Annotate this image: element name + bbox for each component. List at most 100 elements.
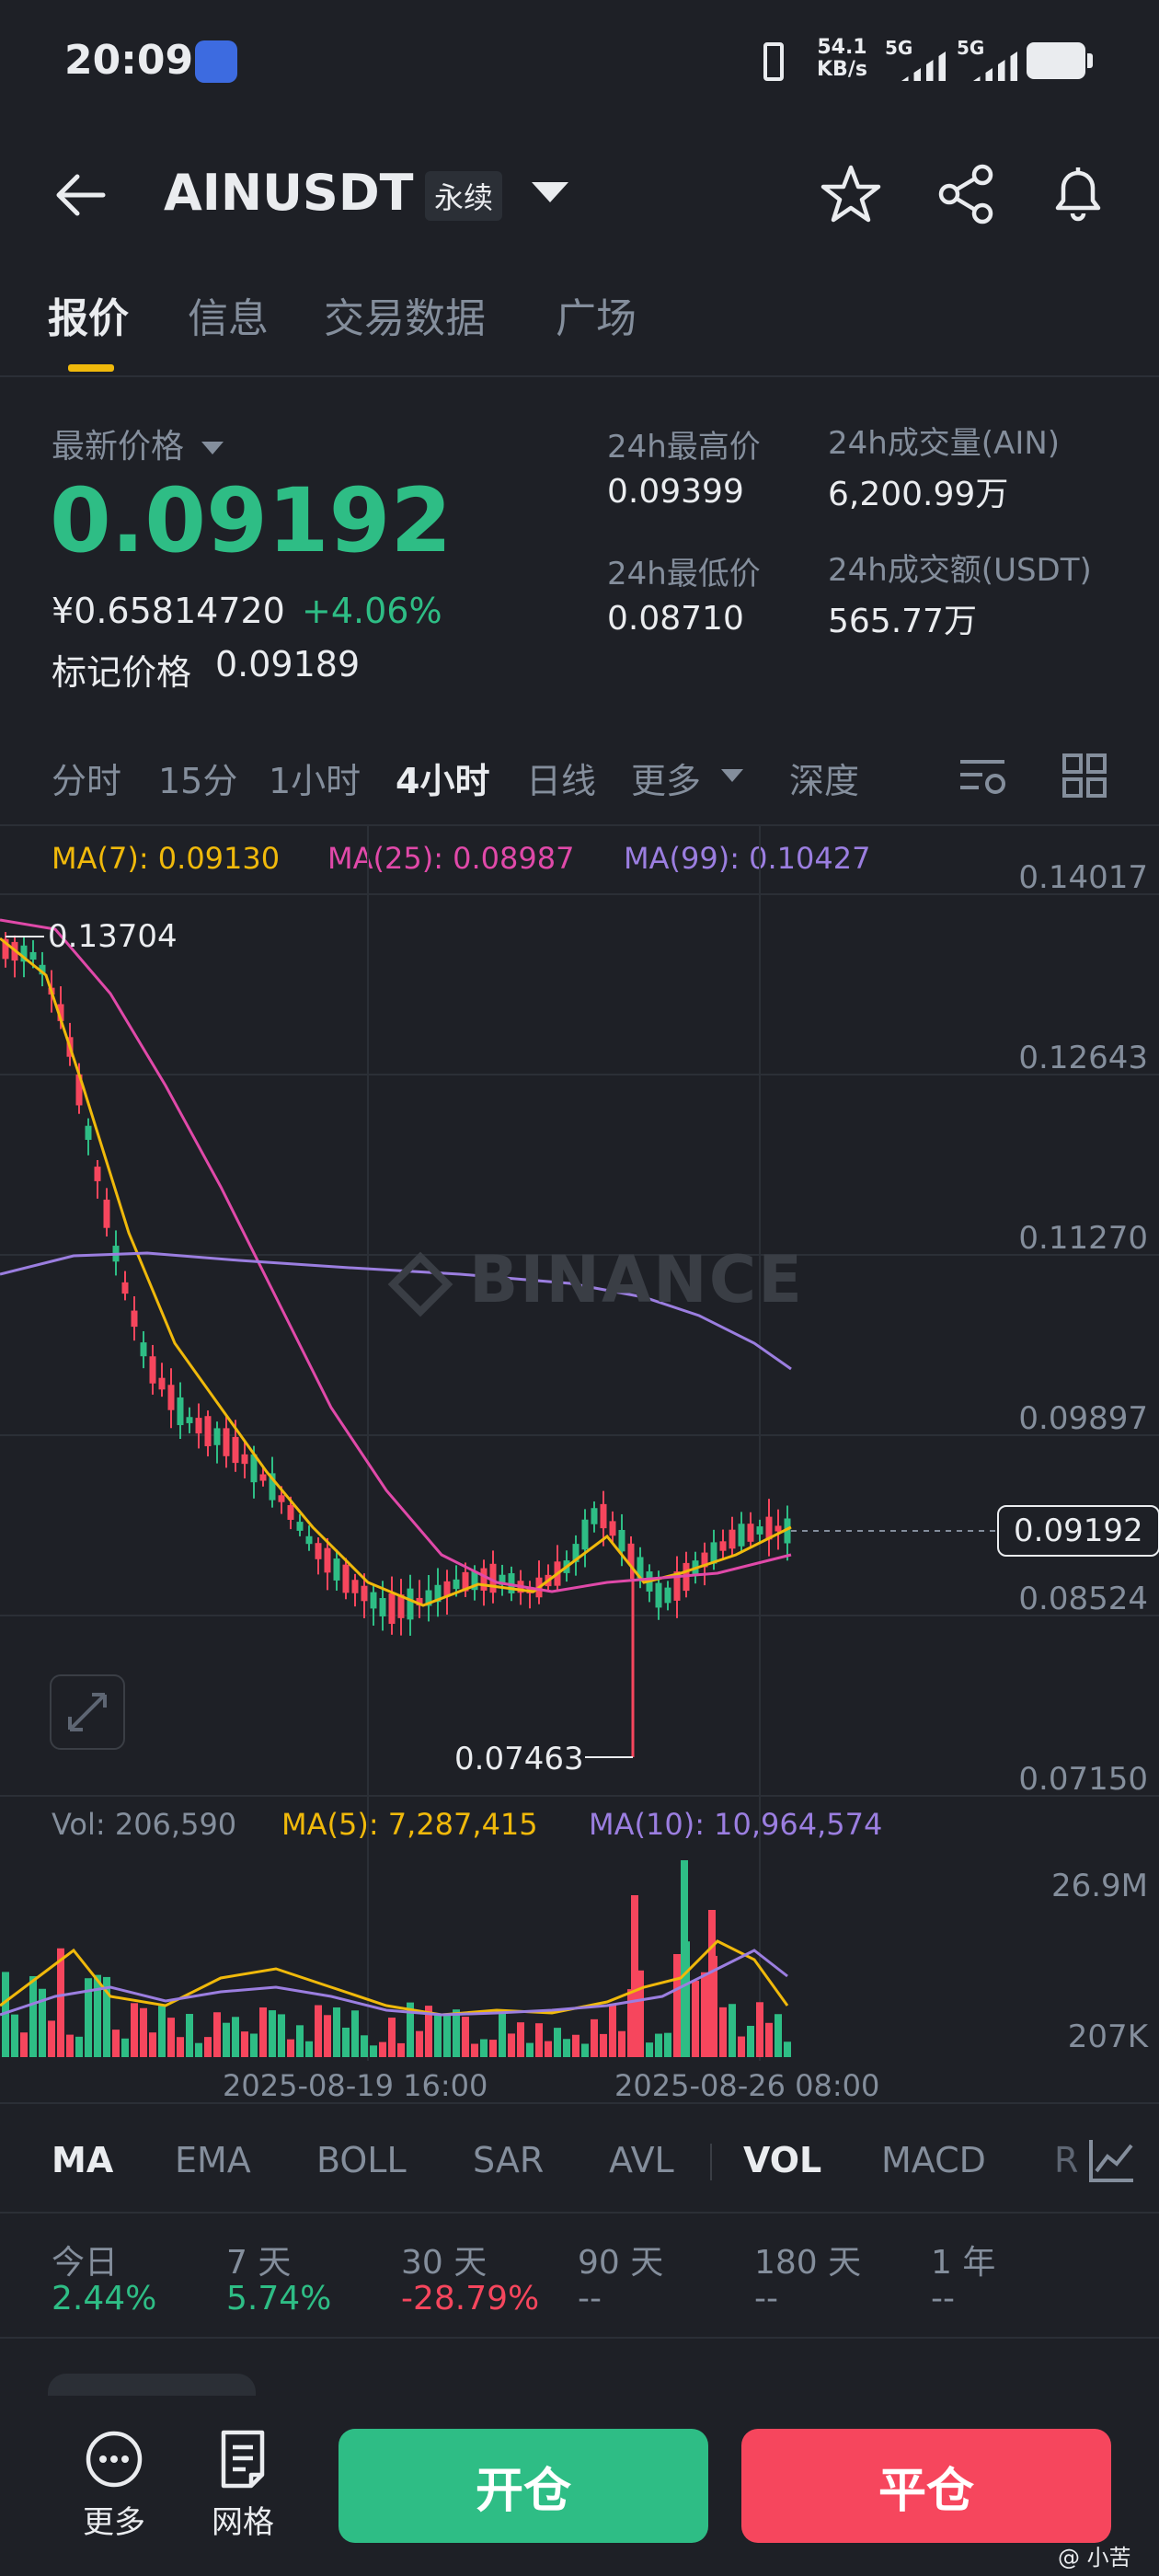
back-button[interactable] <box>52 166 110 224</box>
watermark-text: BINANCE <box>469 1242 804 1317</box>
tab-quote[interactable]: 报价 <box>48 295 129 342</box>
indicator-settings-button[interactable] <box>1084 2133 1139 2188</box>
price-axis-label: 0.12643 <box>1018 1040 1148 1076</box>
return-period-label: 90 天 <box>578 2244 664 2282</box>
return-period-label: 180 天 <box>754 2244 862 2282</box>
candle-body <box>646 1571 653 1592</box>
candle-body <box>756 1526 763 1535</box>
interval-4h[interactable]: 4小时 <box>396 761 490 801</box>
interval-timeline[interactable]: 分时 <box>52 761 122 801</box>
candle-body <box>462 1571 469 1592</box>
expand-icon <box>68 1693 107 1731</box>
volume-bar <box>508 2033 515 2057</box>
tab-square[interactable]: 广场 <box>556 295 637 342</box>
alert-button[interactable] <box>1045 160 1111 226</box>
chart-settings-icon <box>960 760 1005 794</box>
interval-15m[interactable]: 15分 <box>158 761 238 801</box>
candle-body <box>195 1418 202 1434</box>
volume-ma5-line <box>0 1939 789 2017</box>
grid-trading-button[interactable]: 网格 <box>204 2429 281 2542</box>
candle-body <box>94 1167 101 1181</box>
volume-bar <box>29 1975 37 2057</box>
volume-bar <box>112 2030 120 2057</box>
indicator-r[interactable]: R <box>1054 2140 1079 2180</box>
candle-body <box>738 1524 745 1547</box>
more-button[interactable]: 更多 <box>75 2429 153 2542</box>
vibrate-icon <box>763 42 784 81</box>
intervals-divider <box>0 824 1159 826</box>
return-period-label: 今日 <box>52 2244 119 2282</box>
volume-bar <box>655 2033 662 2057</box>
volume-bar <box>213 2012 221 2057</box>
mark-price: 0.09189 <box>215 644 361 684</box>
ma25-legend: MA(25): 0.08987 <box>327 841 575 876</box>
price-axis-label: 0.11270 <box>1018 1220 1148 1257</box>
candle-body <box>379 1598 386 1616</box>
interval-1h[interactable]: 1小时 <box>269 761 361 801</box>
volume-bar <box>554 2028 561 2057</box>
return-period-label: 7 天 <box>226 2244 292 2282</box>
tab-trading-data[interactable]: 交易数据 <box>324 295 486 342</box>
volume-bar <box>158 2006 166 2057</box>
volume-bar <box>66 2034 74 2057</box>
indicators-divider <box>0 2212 1159 2214</box>
favorite-star-button[interactable] <box>819 162 883 226</box>
symbol-dropdown-icon[interactable] <box>532 182 568 202</box>
volume-bar <box>278 2014 285 2057</box>
volume-bar <box>48 2020 55 2057</box>
candle-body <box>241 1454 248 1465</box>
candle-body <box>471 1570 478 1591</box>
volume-bar <box>39 1988 46 2057</box>
open-position-button[interactable]: 开仓 <box>339 2429 708 2543</box>
turnover-24h-label: 24h成交额(USDT) <box>828 552 1092 589</box>
ma7-legend: MA(7): 0.09130 <box>52 841 281 876</box>
candle-body <box>351 1580 359 1593</box>
volume-bar <box>241 2031 248 2057</box>
indicator-sar[interactable]: SAR <box>473 2140 545 2180</box>
interval-1d[interactable]: 日线 <box>526 761 597 801</box>
symbol-title[interactable]: AINUSDT <box>164 164 414 222</box>
indicator-avl[interactable]: AVL <box>609 2140 674 2180</box>
candle-body <box>48 987 55 995</box>
return-value: -28.79% <box>401 2280 540 2317</box>
candle-body <box>563 1560 570 1573</box>
net-speed: 54.1 KB/s <box>817 37 867 81</box>
volume-bar <box>131 2003 138 2057</box>
indicator-ma[interactable]: MA <box>52 2140 114 2180</box>
volume-bar <box>499 2012 506 2057</box>
fullscreen-button[interactable] <box>50 1674 125 1750</box>
volume-bar <box>11 2014 18 2057</box>
interval-more[interactable]: 更多 <box>631 761 702 801</box>
layout-grid-button[interactable] <box>1061 753 1107 799</box>
chart-settings-button[interactable] <box>957 753 1008 799</box>
latest-price-label[interactable]: 最新价格 <box>52 420 224 467</box>
grid-trading-label: 网格 <box>212 2504 274 2541</box>
interval-depth[interactable]: 深度 <box>789 761 860 801</box>
low-24h: 0.08710 <box>607 600 744 638</box>
volume-bar <box>186 2014 193 2057</box>
share-button[interactable] <box>935 162 999 226</box>
candle-body <box>103 1199 110 1228</box>
tab-info[interactable]: 信息 <box>188 295 269 342</box>
candle-body <box>177 1397 184 1426</box>
volume-bar <box>563 2039 570 2057</box>
indicator-macd[interactable]: MACD <box>881 2140 986 2180</box>
volume-bar <box>517 2022 524 2057</box>
indicator-separator <box>710 2144 712 2180</box>
indicator-ema[interactable]: EMA <box>175 2140 251 2180</box>
close-position-button[interactable]: 平仓 <box>741 2429 1111 2543</box>
volume-axis-min: 207K <box>1067 2018 1148 2055</box>
indicator-vol[interactable]: VOL <box>743 2140 822 2180</box>
indicator-boll[interactable]: BOLL <box>316 2140 407 2180</box>
candle-body <box>416 1597 423 1606</box>
volume-ma5-legend: MA(5): 7,287,415 <box>281 1807 538 1842</box>
candle-body <box>29 951 37 960</box>
candle-body <box>508 1573 515 1593</box>
candle-body <box>535 1577 543 1598</box>
volume-bar <box>121 2038 129 2057</box>
volume-ma10-line <box>0 1949 788 2017</box>
candle-body <box>223 1428 230 1456</box>
candle-body <box>149 1356 156 1384</box>
volume-bar <box>57 1948 64 2057</box>
volume-bar <box>683 1941 690 2057</box>
